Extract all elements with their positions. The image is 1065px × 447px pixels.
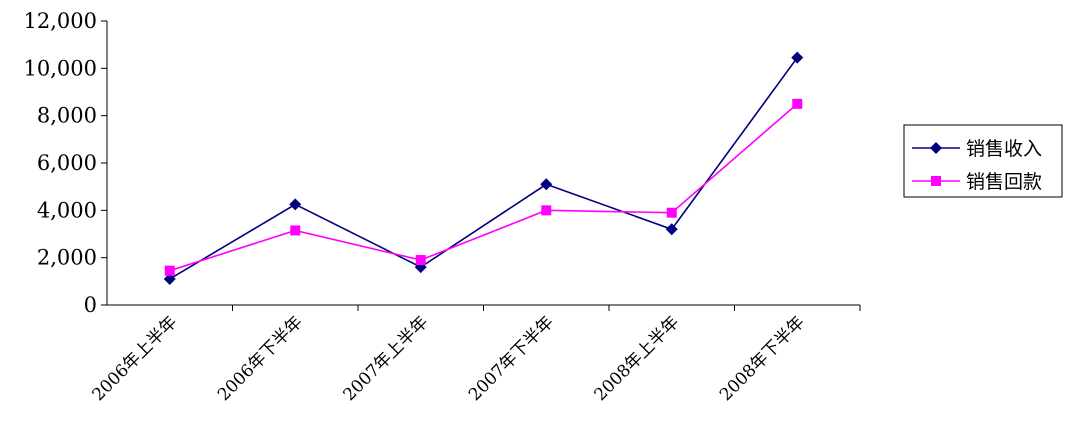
data-point-diamond [665,223,678,236]
data-point-square [666,207,677,218]
y-tick-label: 12,000 [24,9,97,33]
legend: 销售收入 销售回款 [903,124,1063,198]
x-tick-label: 2006年下半年 [214,312,307,405]
data-point-square [164,265,175,276]
y-tick-label: 2,000 [37,246,97,270]
x-tick-label: 2007年上半年 [339,312,432,405]
legend-box [903,124,1063,198]
series-line [169,57,798,280]
legend-marker-square [931,176,941,186]
data-point-diamond [540,178,553,191]
y-tick-label: 4,000 [37,198,97,222]
y-tick-label: 10,000 [24,56,97,80]
data-point-diamond [163,272,176,285]
x-tick-label: 2008年上半年 [590,312,683,405]
data-point-diamond [289,198,302,211]
series-line [169,103,798,272]
data-point-square [792,98,803,109]
data-point-square [290,225,301,236]
y-tick-label: 6,000 [37,151,97,175]
legend-label-sales-collection: 销售回款 [966,171,1042,193]
x-tick-label: 2008年下半年 [716,312,809,405]
x-tick-label: 2006年上半年 [88,312,181,405]
axes: 0 2,000 4,000 6,000 8,000 10,000 12,000 2006年上半… [24,9,861,405]
data-point-square [541,205,552,216]
series-layer [163,51,804,285]
legend-label-sales-revenue: 销售收入 [966,138,1042,160]
y-tick-label: 8,000 [37,104,97,128]
data-point-square [415,255,426,266]
data-point-diamond [791,51,804,64]
legend-marker-diamond [930,142,942,154]
y-tick-label: 0 [84,293,97,317]
x-tick-label: 2007年下半年 [465,312,558,405]
